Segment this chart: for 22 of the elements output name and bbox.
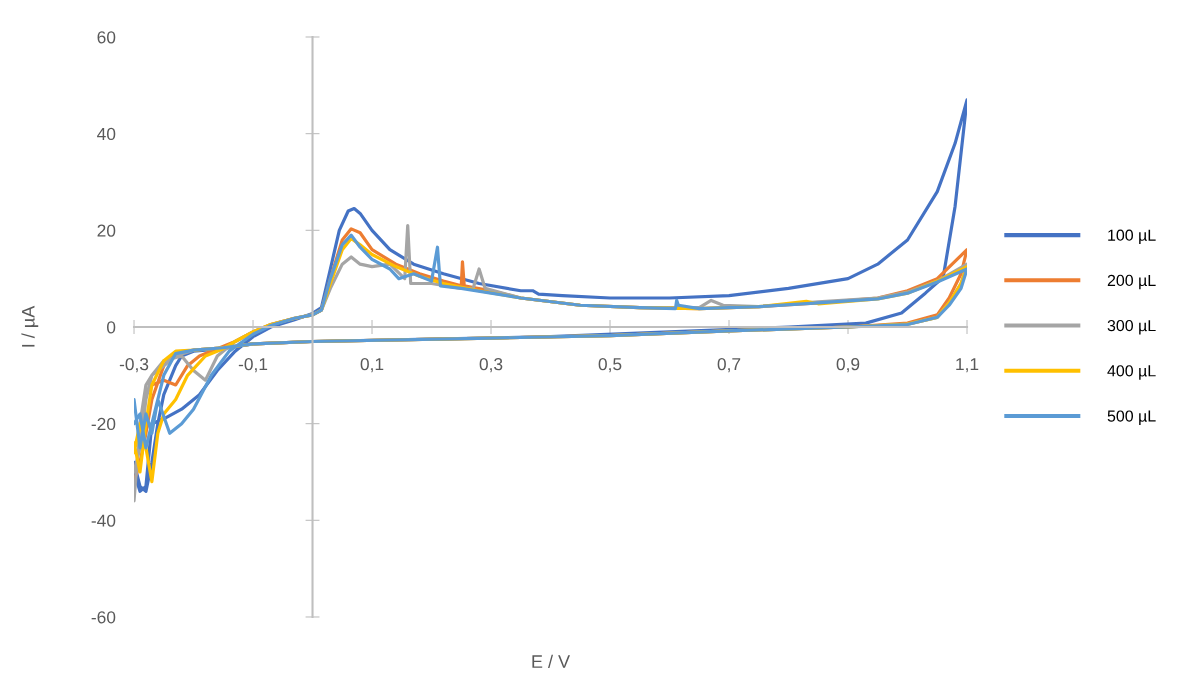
- y-tick-label: -20: [91, 417, 116, 431]
- x-tick-label: 0,3: [479, 358, 503, 373]
- y-axis-title: I / µA: [21, 305, 39, 347]
- x-axis-title: E / V: [532, 654, 571, 668]
- legend-label: 200 µL: [1107, 274, 1156, 290]
- legend-label: 100 µL: [1108, 229, 1156, 244]
- y-tick-label: -60: [91, 611, 116, 624]
- legend-label: 500 µL: [1107, 410, 1156, 425]
- y-tick-label: -40: [91, 514, 116, 527]
- x-tick-label: -0,3: [119, 358, 149, 373]
- x-tick-label: 0,9: [836, 358, 860, 373]
- x-tick-label: -0,1: [238, 358, 268, 373]
- y-tick-label: 20: [97, 224, 116, 237]
- y-tick-label: 60: [97, 31, 116, 44]
- y-tick-label: 0: [106, 321, 116, 334]
- y-tick-label: 40: [97, 127, 116, 141]
- x-tick-label: 0,5: [598, 358, 622, 373]
- x-tick-label: 0,1: [360, 358, 384, 373]
- x-tick-label: 1,1: [956, 358, 979, 373]
- x-tick-label: 0,7: [717, 358, 741, 373]
- legend-label: 300 µL: [1107, 319, 1156, 335]
- legend-label: 400 µL: [1107, 365, 1156, 380]
